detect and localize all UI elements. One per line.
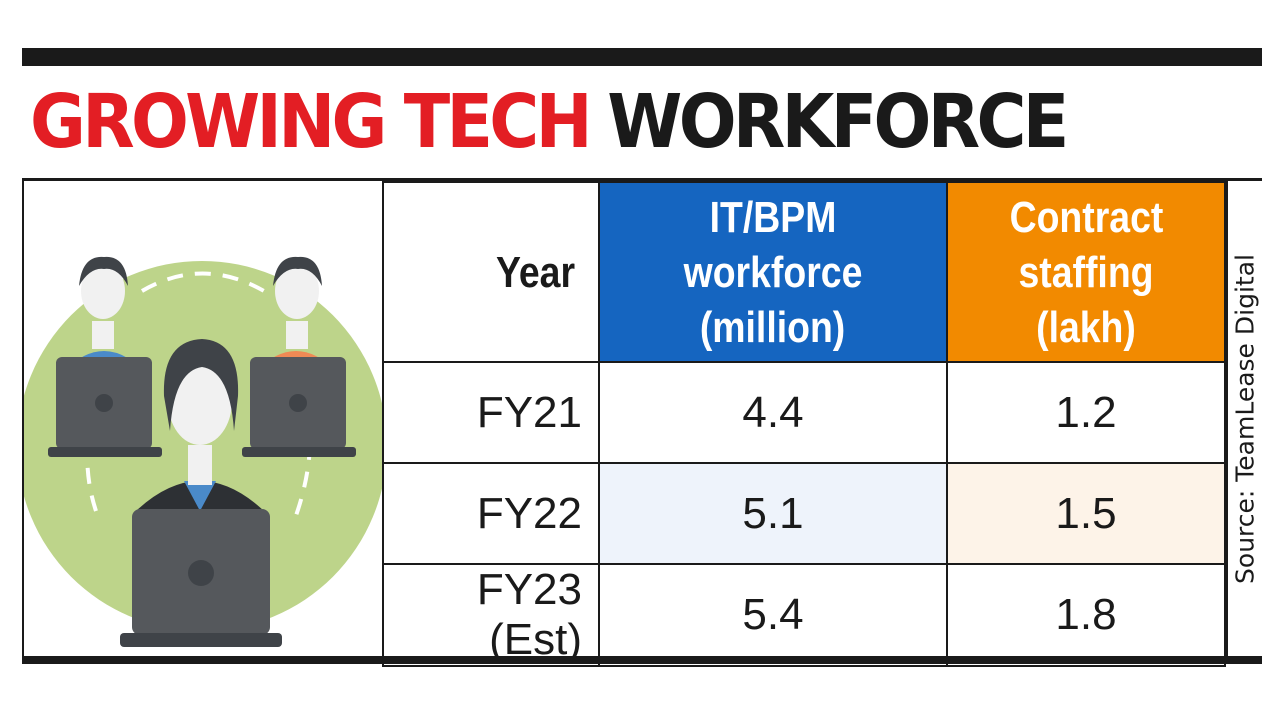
headline-dark-part: WORKFORCE: [607, 79, 1069, 165]
header-year-label: Year: [495, 247, 576, 297]
cell-itbpm-value: 5.4: [598, 563, 948, 667]
person-right: [242, 256, 356, 457]
table-row: FY21 4.4 1.2: [382, 361, 1226, 464]
header-itbpm-line1: IT/BPM workforce: [683, 192, 863, 297]
workforce-illustration: [24, 256, 382, 647]
source-column: Source: TeamLease Digital: [1226, 181, 1262, 656]
cell-itbpm-value: 5.1: [598, 462, 948, 565]
table-row: FY23 (Est) 5.4 1.8: [382, 563, 1226, 667]
workforce-table: Year IT/BPM workforce (million) Contract…: [382, 181, 1226, 667]
top-rule: [22, 48, 1262, 66]
table-header-row: Year IT/BPM workforce (million) Contract…: [382, 181, 1226, 363]
table-row: FY22 5.1 1.5: [382, 462, 1226, 565]
cell-year: FY23 (Est): [382, 563, 600, 667]
headline: GROWING TECH WORKFORCE: [30, 74, 1069, 170]
header-year: Year: [382, 181, 600, 363]
source-label: Source: TeamLease Digital: [1230, 253, 1260, 584]
header-itbpm-workforce: IT/BPM workforce (million): [598, 181, 948, 363]
cell-year: FY21: [382, 361, 600, 464]
cell-contract-value: 1.8: [946, 563, 1226, 667]
header-contract-line2: staffing (lakh): [1018, 247, 1154, 352]
header-itbpm-line2: (million): [700, 302, 846, 352]
header-contract-line1: Contract: [1009, 192, 1163, 242]
person-left: [48, 256, 162, 457]
headline-red-part: GROWING TECH: [30, 79, 593, 165]
cell-contract-value: 1.5: [946, 462, 1226, 565]
cell-contract-value: 1.2: [946, 361, 1226, 464]
header-contract-staffing: Contract staffing (lakh): [946, 181, 1226, 363]
cell-year: FY22: [382, 462, 600, 565]
cell-itbpm-value: 4.4: [598, 361, 948, 464]
person-center: [120, 339, 282, 647]
